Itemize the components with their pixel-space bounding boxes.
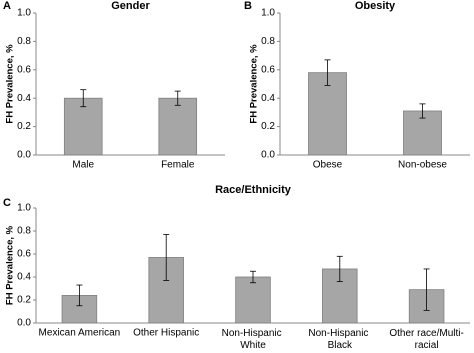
y-tick-label: 0.4 bbox=[17, 272, 31, 283]
y-tick-label: 0.8 bbox=[261, 36, 275, 47]
y-tick-label: 0.0 bbox=[17, 318, 31, 329]
x-tick-label: Non-Hispanic White bbox=[222, 328, 285, 351]
y-tick-label: 0.0 bbox=[261, 150, 275, 161]
y-tick-label: 0.8 bbox=[17, 226, 31, 237]
y-tick-label: 0.0 bbox=[17, 150, 31, 161]
bar bbox=[61, 294, 98, 324]
y-tick-label: 1.0 bbox=[17, 8, 31, 19]
chart-title: Gender bbox=[111, 0, 150, 12]
bar bbox=[308, 72, 347, 156]
chart-title: Obesity bbox=[355, 0, 396, 12]
panel-label: C bbox=[3, 197, 11, 209]
bar bbox=[63, 97, 103, 156]
y-tick-label: 1.0 bbox=[17, 203, 31, 214]
panel-label: B bbox=[244, 0, 252, 12]
y-tick-label: 0.4 bbox=[261, 93, 275, 104]
x-tick-label: Obese bbox=[313, 160, 343, 171]
y-tick-label: 0.6 bbox=[17, 64, 31, 75]
x-tick-label: Non-Hispanic Black bbox=[308, 328, 371, 351]
y-tick-label: 0.6 bbox=[261, 64, 275, 75]
x-tick-label: Non-obese bbox=[398, 160, 447, 171]
y-tick-label: 0.6 bbox=[17, 249, 31, 260]
x-tick-label: Female bbox=[161, 160, 195, 171]
y-tick-label: 1.0 bbox=[261, 8, 275, 19]
y-axis-label: FH Prevalence, % bbox=[249, 44, 260, 124]
bar bbox=[158, 97, 198, 156]
y-axis-label: FH Prevalence, % bbox=[5, 44, 16, 124]
bar bbox=[235, 276, 271, 324]
panel-label: A bbox=[3, 0, 11, 12]
x-tick-label: Other Hispanic bbox=[133, 328, 199, 339]
y-tick-label: 0.2 bbox=[261, 121, 275, 132]
x-tick-label: Mexican American bbox=[39, 328, 121, 339]
x-tick-label: Other race/Multi-racial bbox=[389, 328, 463, 351]
y-tick-label: 0.8 bbox=[17, 36, 31, 47]
x-tick-label: Male bbox=[72, 160, 94, 171]
chart-title: Race/Ethnicity bbox=[215, 184, 292, 196]
y-tick-label: 0.2 bbox=[17, 121, 31, 132]
y-tick-label: 0.4 bbox=[17, 93, 31, 104]
y-tick-label: 0.2 bbox=[17, 295, 31, 306]
y-axis-label: FH Prevalence, % bbox=[5, 225, 16, 305]
